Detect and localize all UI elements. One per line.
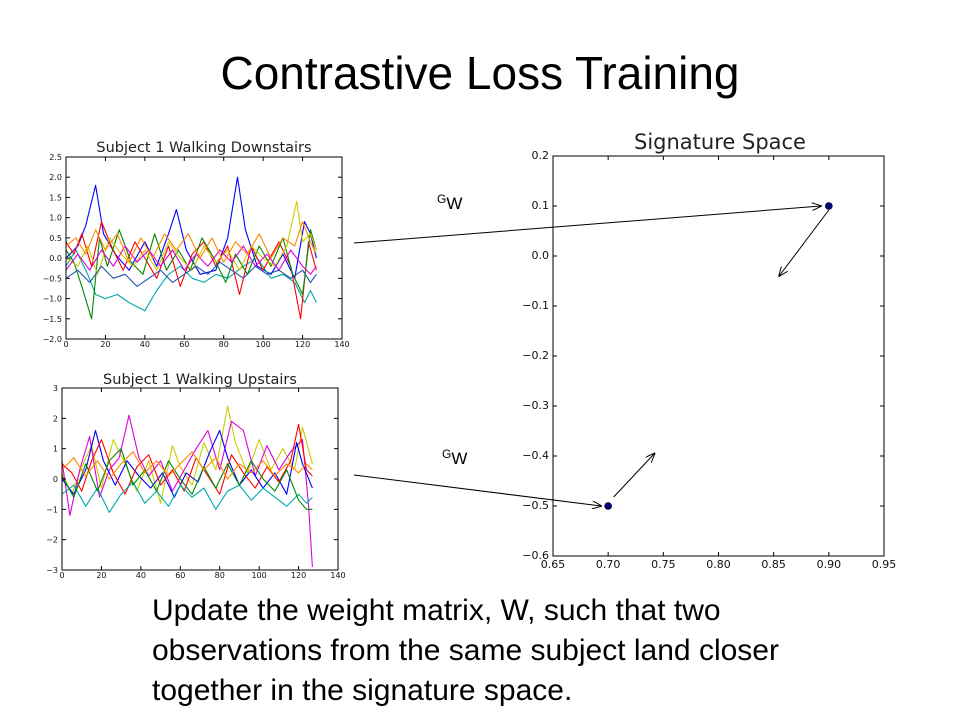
chart-3: Signature Space 0.65 0.70 0.75 0.80 0.85 0.90 0… xyxy=(522,130,896,571)
mapping-label-w: W xyxy=(451,449,467,468)
y-tick-label: 0.1 xyxy=(532,199,550,212)
series-line-6 xyxy=(65,245,317,275)
chart-title: Subject 1 Walking Upstairs xyxy=(103,372,297,388)
series-line-5 xyxy=(61,481,313,513)
y-tick-label: −1 xyxy=(46,505,58,514)
y-tick-label: −2.0 xyxy=(43,335,62,344)
x-tick-label: 0 xyxy=(63,340,68,349)
x-tick-label: 100 xyxy=(256,340,271,349)
y-tick-label: 2 xyxy=(53,414,58,423)
series-line-8 xyxy=(65,261,317,287)
series-line-2 xyxy=(61,414,313,568)
y-tick-label: 0 xyxy=(53,475,58,484)
x-tick-label: 0.80 xyxy=(706,558,731,571)
y-tick-label: 2.5 xyxy=(49,153,62,162)
x-tick-label: 20 xyxy=(100,340,110,349)
y-tick-label: −1.0 xyxy=(43,295,62,304)
x-tick-label: 40 xyxy=(140,340,150,349)
mapping-label-g: G xyxy=(442,447,451,461)
y-tick-label: 1.0 xyxy=(49,214,62,223)
series-line-3 xyxy=(61,429,313,498)
y-tick-label: 0.0 xyxy=(49,254,62,263)
mapping-arrow-upstairs xyxy=(353,474,601,506)
y-tick-label: −0.3 xyxy=(522,399,549,412)
series-line-7 xyxy=(65,221,317,263)
x-tick-label: 0.70 xyxy=(596,558,621,571)
x-tick-label: 0 xyxy=(59,571,64,580)
update-arrow-1 xyxy=(779,209,830,276)
mapping-label-1: GW xyxy=(437,192,462,213)
signature-point-1 xyxy=(825,202,833,210)
series-line-4 xyxy=(61,423,313,495)
x-tick-label: 120 xyxy=(295,340,310,349)
chart-title: Subject 1 Walking Downstairs xyxy=(96,140,311,156)
y-tick-label: −0.6 xyxy=(522,549,549,562)
mapping-label-g: G xyxy=(437,192,446,206)
mapping-label-2: GW xyxy=(442,447,467,468)
series-line-4 xyxy=(65,229,317,320)
x-tick-label: 60 xyxy=(175,571,185,580)
series-line-3 xyxy=(65,221,317,320)
signature-point-2 xyxy=(604,502,612,510)
x-tick-label: 0.85 xyxy=(761,558,786,571)
x-tick-label: 80 xyxy=(215,571,225,580)
series-line-5 xyxy=(65,200,317,275)
mapping-arrow-downstairs xyxy=(353,206,821,244)
y-tick-label: 0.5 xyxy=(49,234,62,243)
x-tick-label: 140 xyxy=(334,340,349,349)
y-tick-label: 3 xyxy=(53,384,58,393)
y-tick-label: −0.4 xyxy=(522,449,549,462)
x-tick-label: 20 xyxy=(96,571,106,580)
y-tick-label: −0.2 xyxy=(522,349,549,362)
slide-title: Contrastive Loss Training xyxy=(220,47,740,99)
mapping-label-w: W xyxy=(446,194,462,213)
y-tick-label: −1.5 xyxy=(43,315,62,324)
series-line-1 xyxy=(61,405,313,504)
x-tick-label: 140 xyxy=(330,571,345,580)
update-arrow-2 xyxy=(613,454,655,498)
x-tick-label: 0.65 xyxy=(541,558,566,571)
chart-1: Subject 1 Walking Downstairs 0 20 40 60 80 100… xyxy=(43,140,350,349)
y-tick-label: −0.1 xyxy=(522,299,549,312)
plot-frame xyxy=(552,155,885,557)
y-tick-label: −0.5 xyxy=(522,499,549,512)
y-tick-label: −3 xyxy=(46,566,58,575)
x-tick-label: 0.90 xyxy=(817,558,842,571)
series-line-7 xyxy=(61,451,313,480)
y-tick-label: 1 xyxy=(53,445,58,454)
x-tick-label: 120 xyxy=(291,571,306,580)
series-line-2 xyxy=(65,249,317,312)
x-tick-label: 40 xyxy=(136,571,146,580)
y-tick-label: 2.0 xyxy=(49,173,62,182)
x-tick-label: 0.95 xyxy=(872,558,897,571)
y-tick-label: 0.0 xyxy=(532,249,550,262)
y-tick-label: −0.5 xyxy=(43,274,62,283)
x-tick-label: 0.75 xyxy=(651,558,676,571)
series-line-6 xyxy=(61,448,313,510)
slide-caption: Update the weight matrix, W, such that t… xyxy=(152,594,779,707)
x-tick-label: 60 xyxy=(179,340,189,349)
x-tick-label: 80 xyxy=(219,340,229,349)
chart-title: Signature Space xyxy=(634,130,806,154)
y-tick-label: −2 xyxy=(46,536,58,545)
y-tick-label: 1.5 xyxy=(49,193,62,202)
x-tick-label: 100 xyxy=(252,571,267,580)
y-tick-label: 0.2 xyxy=(532,149,550,162)
plot-frame xyxy=(65,156,343,340)
